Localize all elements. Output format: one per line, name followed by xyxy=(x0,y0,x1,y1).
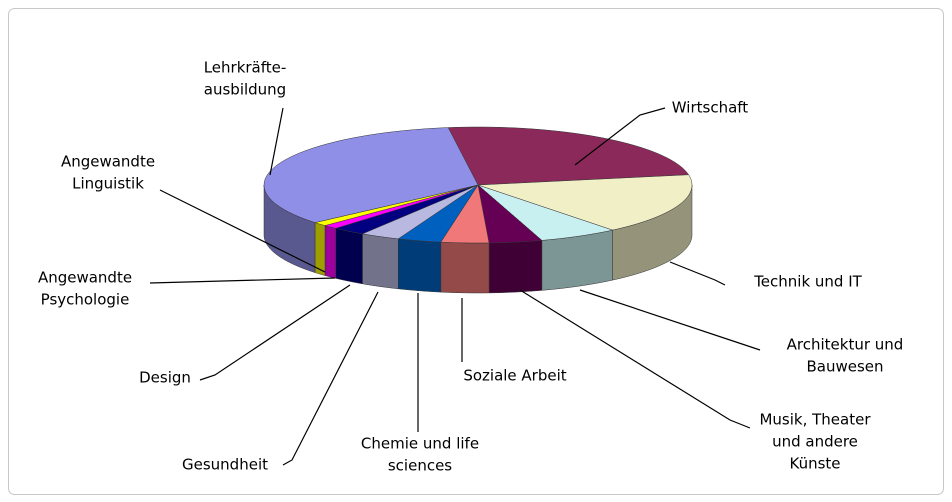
slice-label: Künste xyxy=(789,455,840,473)
leader-line xyxy=(149,277,336,284)
leader-line xyxy=(669,261,726,286)
leader-line xyxy=(269,107,284,176)
slice-label: sciences xyxy=(388,457,452,475)
slice xyxy=(263,127,479,223)
slice-label: Psychologie xyxy=(41,291,130,309)
slice xyxy=(440,184,490,244)
slice xyxy=(477,174,693,231)
slice-label: ausbildung xyxy=(204,81,286,99)
slice-label: Wirtschaft xyxy=(672,99,748,117)
leader-line xyxy=(574,107,666,166)
slice-label: Linguistik xyxy=(72,175,144,193)
leader-line xyxy=(579,289,761,351)
leader-line xyxy=(159,189,326,273)
slice-label: Lehrkräfte- xyxy=(204,59,287,77)
slice xyxy=(477,184,543,244)
slice-side xyxy=(440,241,490,294)
slice-label: Bauwesen xyxy=(806,358,883,376)
slice-label: und andere xyxy=(772,433,858,451)
slice-side xyxy=(488,240,543,294)
leader-line xyxy=(519,289,751,429)
slice-label: Design xyxy=(139,369,191,387)
slice xyxy=(334,184,479,235)
slice-label: Chemie und life xyxy=(361,435,479,453)
slice xyxy=(314,184,479,226)
slice-side xyxy=(362,233,399,290)
slice-side xyxy=(398,238,442,293)
slice xyxy=(447,126,690,186)
slice-label: Musik, Theater xyxy=(759,411,871,429)
slice-side xyxy=(335,228,363,285)
slice xyxy=(397,184,479,243)
slice-label: Soziale Arbeit xyxy=(463,367,566,385)
slice-label: Technik und IT xyxy=(753,273,862,291)
slice xyxy=(477,184,614,241)
leader-line xyxy=(199,284,351,381)
slice-side xyxy=(324,225,336,279)
slice xyxy=(361,184,479,240)
slice-label: Angewandte xyxy=(38,269,132,287)
slice-label: Gesundheit xyxy=(182,456,268,474)
slice-label: Angewandte xyxy=(61,153,155,171)
leader-line xyxy=(282,291,379,466)
slice xyxy=(324,184,479,229)
slice-label: Architektur und xyxy=(787,336,904,354)
